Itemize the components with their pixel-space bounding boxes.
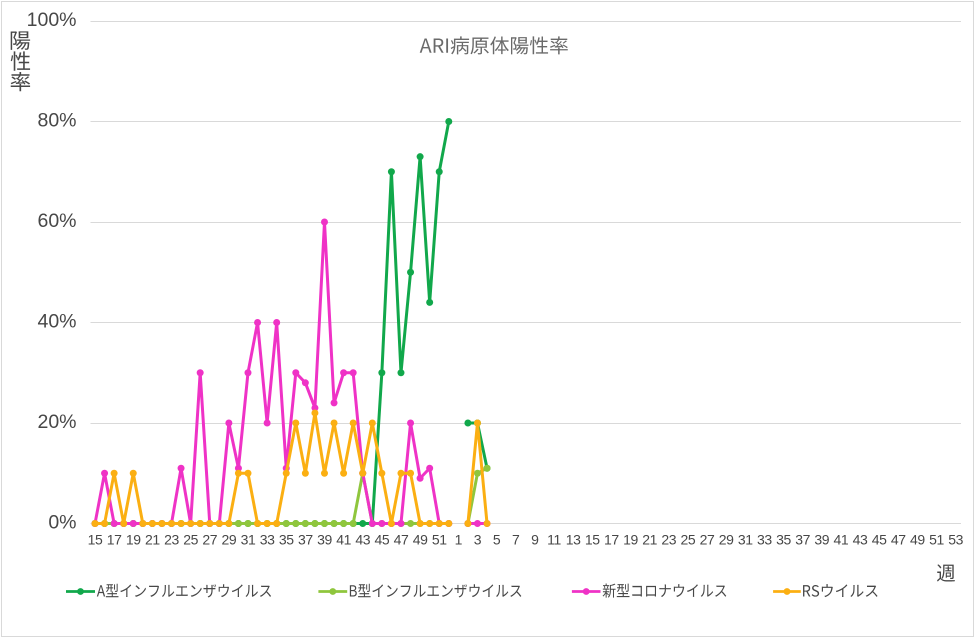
svg-text:25: 25 <box>183 532 198 548</box>
svg-text:47: 47 <box>891 532 906 548</box>
svg-text:33: 33 <box>757 532 772 548</box>
svg-text:17: 17 <box>604 532 619 548</box>
svg-text:11: 11 <box>547 532 561 548</box>
svg-text:27: 27 <box>202 532 217 548</box>
svg-text:20%: 20% <box>37 411 76 433</box>
svg-text:49: 49 <box>413 532 428 548</box>
svg-text:47: 47 <box>394 532 409 548</box>
svg-text:49: 49 <box>910 532 925 548</box>
svg-text:39: 39 <box>814 532 829 548</box>
svg-text:35: 35 <box>279 532 294 548</box>
svg-text:37: 37 <box>298 532 313 548</box>
svg-text:39: 39 <box>317 532 332 548</box>
svg-text:5: 5 <box>493 532 501 548</box>
svg-text:43: 43 <box>853 532 868 548</box>
svg-text:51: 51 <box>929 532 944 548</box>
svg-text:45: 45 <box>872 532 887 548</box>
svg-text:3: 3 <box>474 532 482 548</box>
svg-text:41: 41 <box>833 532 848 548</box>
svg-text:60%: 60% <box>37 210 76 232</box>
svg-text:15: 15 <box>585 532 600 548</box>
svg-text:33: 33 <box>260 532 275 548</box>
svg-text:9: 9 <box>531 532 539 548</box>
svg-text:31: 31 <box>241 532 256 548</box>
svg-text:23: 23 <box>661 532 676 548</box>
svg-text:37: 37 <box>795 532 810 548</box>
svg-text:0%: 0% <box>48 512 76 534</box>
svg-text:43: 43 <box>355 532 370 548</box>
svg-text:23: 23 <box>164 532 179 548</box>
svg-text:29: 29 <box>719 532 734 548</box>
svg-text:27: 27 <box>700 532 715 548</box>
svg-text:13: 13 <box>566 532 581 548</box>
svg-text:25: 25 <box>680 532 695 548</box>
svg-text:41: 41 <box>336 532 351 548</box>
svg-text:7: 7 <box>512 532 520 548</box>
svg-text:1: 1 <box>455 532 463 548</box>
svg-text:35: 35 <box>776 532 791 548</box>
svg-text:19: 19 <box>126 532 141 548</box>
svg-text:100%: 100% <box>27 9 77 31</box>
svg-text:31: 31 <box>738 532 753 548</box>
svg-text:15: 15 <box>88 532 103 548</box>
svg-text:21: 21 <box>642 532 657 548</box>
svg-text:21: 21 <box>145 532 160 548</box>
svg-text:19: 19 <box>623 532 638 548</box>
svg-text:17: 17 <box>107 532 122 548</box>
svg-text:29: 29 <box>221 532 236 548</box>
svg-text:40%: 40% <box>37 311 76 333</box>
svg-text:51: 51 <box>432 532 447 548</box>
svg-text:45: 45 <box>374 532 389 548</box>
svg-text:53: 53 <box>948 532 963 548</box>
svg-text:80%: 80% <box>37 110 76 132</box>
